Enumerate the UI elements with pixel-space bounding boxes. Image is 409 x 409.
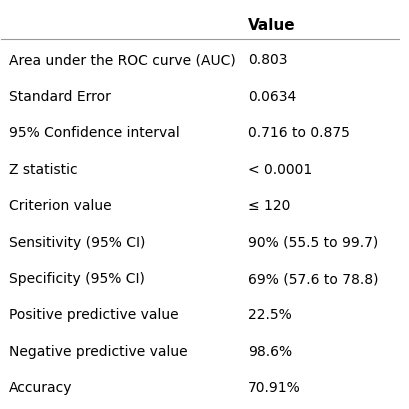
- Text: Z statistic: Z statistic: [9, 162, 78, 176]
- Text: 98.6%: 98.6%: [247, 344, 291, 358]
- Text: 90% (55.5 to 99.7): 90% (55.5 to 99.7): [247, 235, 377, 249]
- Text: < 0.0001: < 0.0001: [247, 162, 311, 176]
- Text: 0.0634: 0.0634: [247, 90, 295, 103]
- Text: ≤ 120: ≤ 120: [247, 199, 290, 213]
- Text: 69% (57.6 to 78.8): 69% (57.6 to 78.8): [247, 271, 378, 285]
- Text: 70.91%: 70.91%: [247, 380, 300, 394]
- Text: 0.716 to 0.875: 0.716 to 0.875: [247, 126, 349, 140]
- Text: Sensitivity (95% CI): Sensitivity (95% CI): [9, 235, 145, 249]
- Text: Criterion value: Criterion value: [9, 199, 112, 213]
- Text: Standard Error: Standard Error: [9, 90, 111, 103]
- Text: Area under the ROC curve (AUC): Area under the ROC curve (AUC): [9, 53, 236, 67]
- Text: Negative predictive value: Negative predictive value: [9, 344, 187, 358]
- Text: Specificity (95% CI): Specificity (95% CI): [9, 271, 145, 285]
- Text: Positive predictive value: Positive predictive value: [9, 308, 178, 321]
- Text: Accuracy: Accuracy: [9, 380, 73, 394]
- Text: 95% Confidence interval: 95% Confidence interval: [9, 126, 180, 140]
- Text: 22.5%: 22.5%: [247, 308, 291, 321]
- Text: 0.803: 0.803: [247, 53, 287, 67]
- Text: Value: Value: [247, 18, 295, 33]
